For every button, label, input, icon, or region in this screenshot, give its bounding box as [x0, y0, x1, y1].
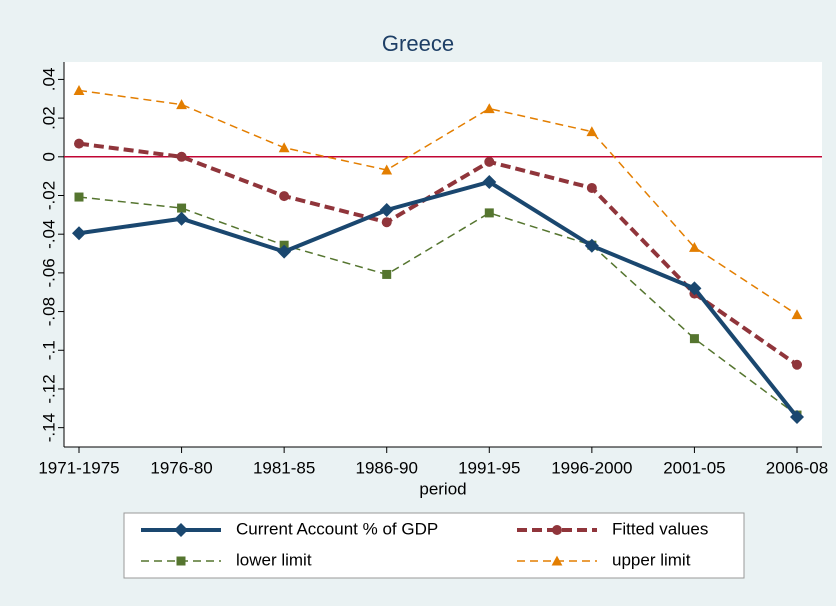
marker — [174, 211, 189, 226]
series-line — [78, 89, 798, 316]
y-tick-label: -.04 — [39, 220, 58, 249]
x-tick-label: 1991-95 — [458, 458, 520, 477]
chart-title: Greece — [382, 31, 454, 56]
y-tick-label: -.14 — [39, 413, 58, 442]
marker — [177, 203, 187, 213]
marker — [176, 99, 187, 110]
y-tick-label: .02 — [39, 106, 58, 130]
marker — [73, 85, 85, 95]
marker — [72, 226, 86, 241]
y-tick-label: -.1 — [39, 340, 58, 360]
marker — [484, 156, 495, 167]
y-tick-label: -.02 — [39, 181, 58, 210]
marker — [382, 269, 392, 279]
marker — [381, 217, 392, 228]
marker — [586, 126, 598, 137]
x-axis-label: period — [419, 479, 466, 498]
x-tick-label: 1981-85 — [253, 458, 315, 477]
marker — [379, 203, 394, 218]
marker — [74, 192, 84, 202]
marker — [792, 359, 802, 370]
x-tick-label: 1971-1975 — [38, 458, 119, 477]
marker — [381, 164, 393, 175]
legend-marker — [551, 555, 563, 566]
legend-label: lower limit — [236, 550, 312, 569]
marker — [483, 103, 495, 114]
x-tick-label: 1996-2000 — [551, 458, 632, 477]
marker — [586, 182, 597, 193]
series-line — [78, 141, 799, 367]
y-tick-label: -.08 — [39, 297, 58, 326]
marker — [790, 410, 804, 425]
plot-area — [64, 62, 822, 447]
legend-marker — [174, 523, 188, 537]
marker — [791, 309, 803, 320]
marker — [278, 142, 290, 153]
marker — [689, 241, 700, 252]
series-line — [78, 179, 799, 419]
x-tick-label: 1986-90 — [356, 458, 418, 477]
series-line — [78, 196, 798, 416]
marker — [279, 191, 290, 202]
y-tick-label: .04 — [39, 68, 58, 92]
marker — [687, 281, 702, 296]
y-tick-label: -.06 — [39, 258, 58, 287]
marker — [277, 244, 292, 259]
marker — [176, 151, 187, 162]
legend-label: Current Account % of GDP — [236, 519, 438, 538]
legend-marker — [176, 556, 186, 566]
x-tick-label: 1976-80 — [150, 458, 212, 477]
marker — [482, 174, 497, 189]
marker — [74, 138, 84, 149]
legend — [123, 512, 745, 579]
marker — [689, 334, 699, 344]
legend-marker — [552, 525, 562, 535]
marker — [484, 208, 494, 218]
x-tick-label: 2006-08 — [766, 458, 828, 477]
legend-label: upper limit — [612, 550, 691, 569]
y-tick-label: 0 — [39, 152, 58, 161]
y-tick-label: -.12 — [39, 374, 58, 403]
legend-label: Fitted values — [612, 519, 708, 538]
marker — [584, 238, 599, 253]
x-tick-label: 2001-05 — [663, 458, 725, 477]
